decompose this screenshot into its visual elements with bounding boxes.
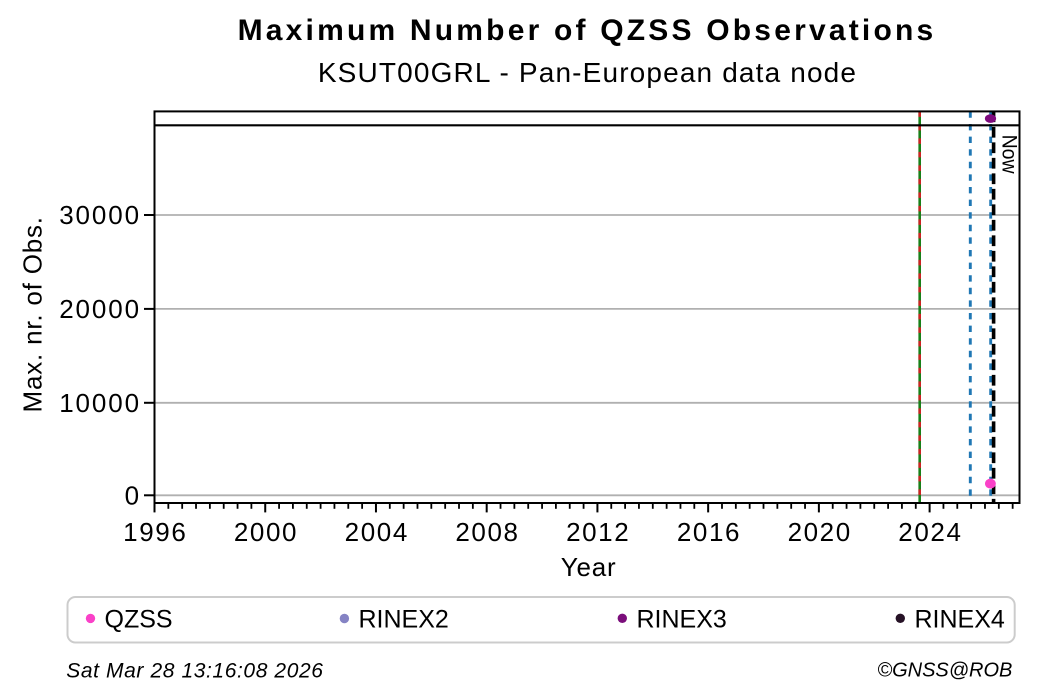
svg-text:RINEX3: RINEX3 bbox=[637, 605, 727, 633]
svg-text:10000: 10000 bbox=[59, 388, 141, 418]
svg-text:0: 0 bbox=[125, 481, 141, 511]
svg-text:KSUT00GRL - Pan-European data: KSUT00GRL - Pan-European data node bbox=[318, 57, 857, 88]
svg-text:2004: 2004 bbox=[345, 517, 409, 547]
svg-text:Max. nr. of Obs.: Max. nr. of Obs. bbox=[18, 216, 48, 412]
svg-text:1996: 1996 bbox=[123, 517, 187, 547]
svg-text:2024: 2024 bbox=[898, 517, 962, 547]
svg-text:2008: 2008 bbox=[455, 517, 519, 547]
svg-text:2000: 2000 bbox=[234, 517, 298, 547]
svg-text:Year: Year bbox=[561, 552, 617, 582]
svg-text:RINEX2: RINEX2 bbox=[359, 605, 449, 633]
svg-text:Sat Mar 28 13:16:08 2026: Sat Mar 28 13:16:08 2026 bbox=[66, 660, 323, 683]
svg-text:RINEX4: RINEX4 bbox=[915, 605, 1005, 633]
svg-text:QZSS: QZSS bbox=[105, 605, 173, 633]
svg-text:2020: 2020 bbox=[788, 517, 852, 547]
svg-text:2016: 2016 bbox=[677, 517, 741, 547]
svg-text:20000: 20000 bbox=[59, 294, 141, 324]
svg-text:Now: Now bbox=[997, 135, 1021, 174]
svg-text:30000: 30000 bbox=[59, 200, 141, 230]
svg-text:Maximum Number of QZSS Observa: Maximum Number of QZSS Observations bbox=[238, 14, 937, 47]
svg-text:2012: 2012 bbox=[566, 517, 630, 547]
svg-text:©GNSS@ROB: ©GNSS@ROB bbox=[877, 660, 1012, 682]
